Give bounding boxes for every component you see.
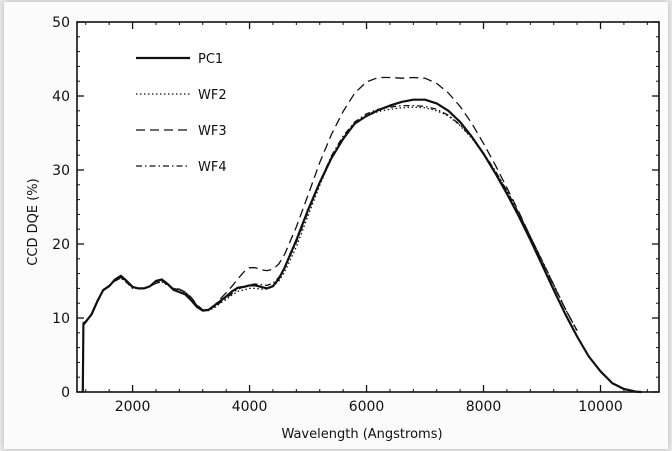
x-tick-label: 10000 xyxy=(578,399,623,415)
plot-area xyxy=(76,21,660,393)
series-lines xyxy=(81,76,642,394)
plot-frame xyxy=(76,21,660,393)
legend-label-wf2: WF2 xyxy=(198,88,227,103)
y-tick-label: 20 xyxy=(52,237,70,253)
y-tick-label: 50 xyxy=(52,15,70,31)
x-tick-label: 8000 xyxy=(466,399,502,415)
y-tick-label: 40 xyxy=(52,89,70,105)
legend: PC1 WF2 WF3 WF4 xyxy=(136,52,227,175)
y-tick-label: 10 xyxy=(52,311,70,327)
legend-label-wf4: WF4 xyxy=(198,160,227,175)
legend-label-pc1: PC1 xyxy=(198,52,223,67)
x-tick-label: 6000 xyxy=(349,399,385,415)
axes: 0 10 20 30 40 50 2000 4000 6000 8000 10000 xyxy=(52,15,659,415)
y-tick-label: 0 xyxy=(61,385,70,401)
series-line-wf4 xyxy=(82,104,578,331)
x-tick-label: 4000 xyxy=(232,399,268,415)
series-line-wf2 xyxy=(82,106,578,332)
legend-label-wf3: WF3 xyxy=(198,124,227,139)
y-axis-label: CCD DQE (%) xyxy=(26,178,41,265)
x-axis-label: Wavelength (Angstroms) xyxy=(281,427,442,442)
x-tick-label: 2000 xyxy=(115,399,151,415)
y-tick-label: 30 xyxy=(52,163,70,179)
